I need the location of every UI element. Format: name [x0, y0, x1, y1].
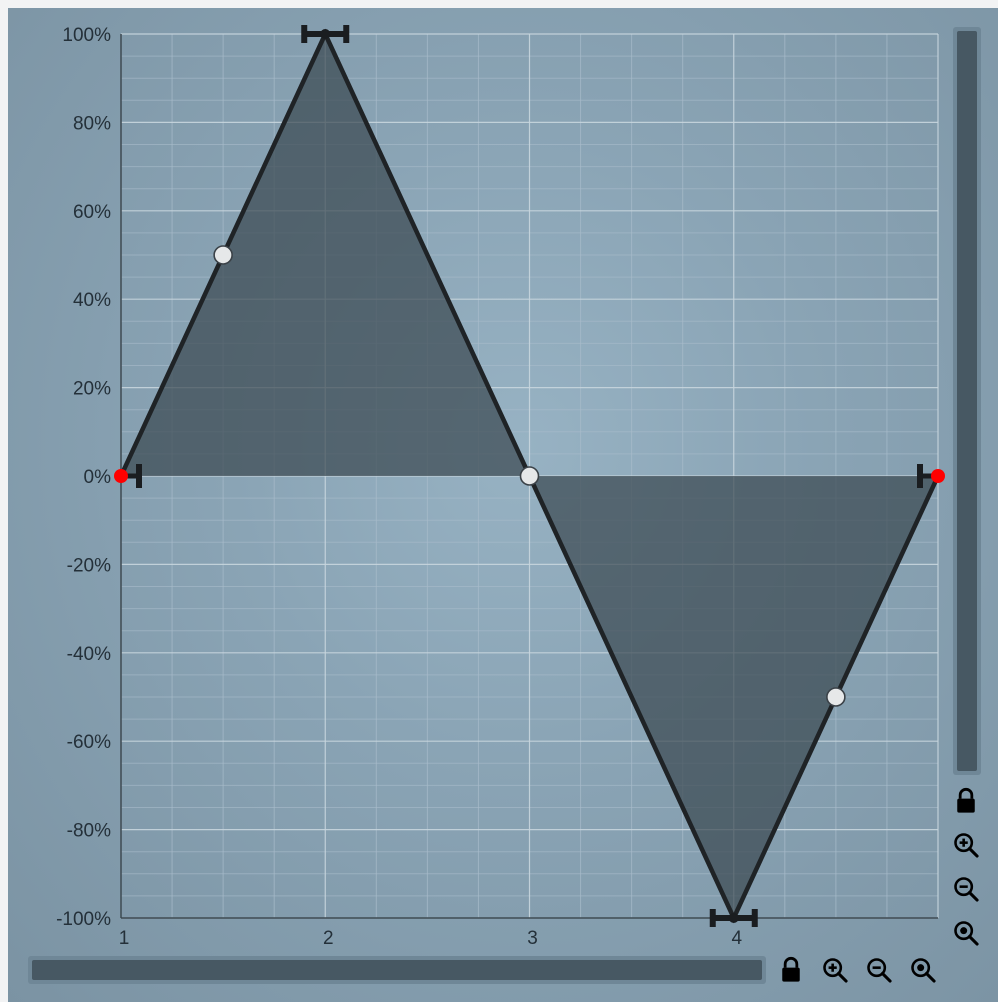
y-tick-label: 100%	[62, 25, 111, 46]
vertical-zoom-reset-button[interactable]	[951, 918, 981, 948]
zoom-in-icon	[954, 833, 979, 858]
zoom-reset-icon	[954, 921, 979, 946]
node-cap-right	[751, 909, 758, 927]
x-tick-label: 4	[731, 928, 742, 949]
curve-handle[interactable]	[519, 466, 540, 486]
envelope-graph[interactable]: 100%80%60%40%20%0%-20%-40%-60%-80%-100% …	[8, 8, 998, 1002]
envelope-markers[interactable]	[114, 25, 945, 927]
curve-handle[interactable]	[826, 687, 846, 707]
node-center	[320, 29, 331, 39]
horizontal-scrollbar-thumb[interactable]	[32, 960, 762, 980]
envelope-endpoint[interactable]	[931, 469, 945, 483]
y-axis-tick-labels: 100% 80% 60% 40% 20% 0% -20% -40% -60% -80% -100%	[56, 25, 111, 930]
y-tick-label: -100%	[56, 909, 111, 930]
y-tick-label: -20%	[67, 555, 111, 576]
vertical-scrollbar[interactable]	[953, 27, 981, 775]
y-tick-label: 60%	[73, 202, 111, 223]
x-axis-tick-labels: 1 2 3 4	[119, 928, 743, 949]
endpoint-bar	[917, 464, 923, 488]
envelope-endpoint-handle[interactable]	[114, 464, 142, 488]
zoom-reset-icon	[911, 958, 936, 983]
lock-icon	[957, 787, 975, 813]
y-tick-label: 20%	[73, 379, 111, 400]
vertical-zoom-out-button[interactable]	[951, 874, 981, 904]
x-tick-label: 3	[527, 928, 538, 949]
zoom-out-icon	[954, 877, 979, 902]
y-tick-label: 80%	[73, 113, 111, 134]
lock-icon	[782, 956, 800, 982]
envelope-node[interactable]	[709, 909, 758, 927]
y-tick-label: -40%	[67, 644, 111, 665]
x-tick-label: 2	[323, 928, 334, 949]
envelope-editor-panel: 100% 80% 60% 40% 20% 0% -20% -40% -60% -80% -100% …	[8, 8, 998, 1002]
envelope-node[interactable]	[301, 25, 350, 43]
zoom-in-icon	[823, 958, 848, 983]
node-cap-left	[301, 25, 308, 43]
envelope-endpoint-handle[interactable]	[917, 464, 945, 488]
horizontal-zoom-reset-button[interactable]	[908, 955, 938, 985]
x-tick-label: 1	[119, 928, 130, 949]
y-tick-label: 40%	[73, 290, 111, 311]
node-cap-left	[709, 909, 716, 927]
zoom-out-icon	[867, 958, 892, 983]
horizontal-lock-button[interactable]	[776, 955, 806, 985]
y-tick-label: -80%	[67, 821, 111, 842]
horizontal-scrollbar[interactable]	[28, 956, 766, 984]
vertical-scrollbar-thumb[interactable]	[957, 31, 977, 771]
curve-handle[interactable]	[213, 245, 233, 265]
y-tick-label: -60%	[67, 732, 111, 753]
envelope-endpoint[interactable]	[114, 469, 128, 483]
node-center	[728, 913, 739, 923]
y-tick-label: 0%	[84, 467, 112, 488]
vertical-zoom-in-button[interactable]	[951, 830, 981, 860]
horizontal-zoom-in-button[interactable]	[820, 955, 850, 985]
endpoint-bar	[136, 464, 142, 488]
vertical-lock-button[interactable]	[951, 786, 981, 816]
node-cap-right	[343, 25, 350, 43]
horizontal-zoom-out-button[interactable]	[864, 955, 894, 985]
